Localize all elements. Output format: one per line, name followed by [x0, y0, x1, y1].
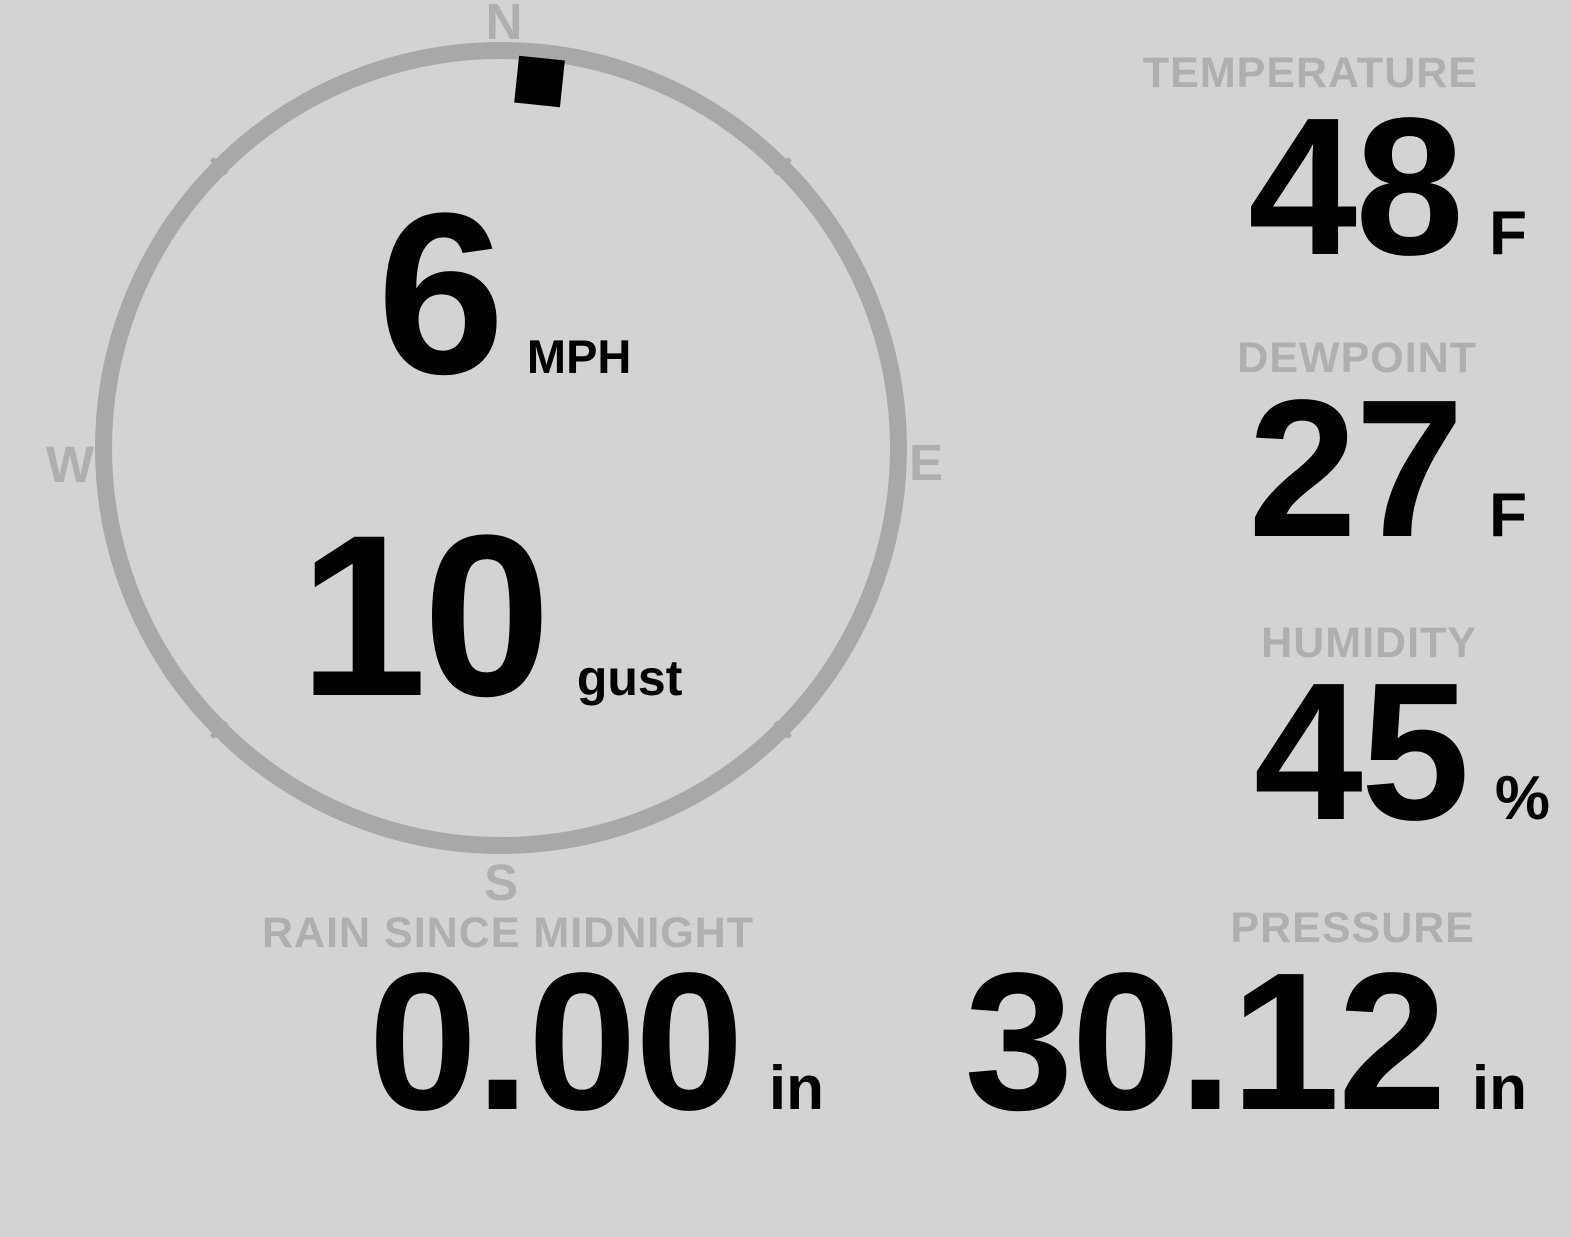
wind-gust-unit: gust [576, 650, 683, 706]
tick-sw [210, 720, 229, 739]
rain-label: RAIN SINCE MIDNIGHT [262, 909, 754, 957]
wind-speed-readout: 6 MPH [377, 179, 631, 409]
pressure-value: 30.12 [964, 932, 1446, 1151]
wind-gust-value: 10 [299, 487, 551, 744]
humidity-label: HUMIDITY [1261, 619, 1477, 667]
tick-se [773, 720, 792, 739]
rain-unit: in [768, 1054, 824, 1123]
compass-intercardinal-ticks [210, 157, 792, 739]
compass-label-south: S [483, 854, 519, 911]
dewpoint-readout: 27 F [1248, 371, 1527, 567]
temperature-value: 48 [1248, 77, 1464, 296]
compass-label-east: E [908, 434, 944, 491]
compass-label-north: N [485, 0, 523, 50]
temperature-label: TEMPERATURE [1142, 49, 1478, 97]
pressure-unit: in [1471, 1054, 1527, 1123]
tick-nw [210, 157, 229, 176]
temperature-readout: 48 F [1248, 89, 1527, 285]
wind-direction-marker-square [514, 55, 565, 108]
pressure-readout: 30.12 in [964, 944, 1527, 1140]
compass-ring [95, 42, 907, 854]
compass-label-west: W [45, 436, 95, 493]
wind-speed-value: 6 [377, 165, 505, 422]
humidity-unit: % [1494, 764, 1550, 833]
dewpoint-unit: F [1489, 481, 1527, 550]
wind-gust-readout: 10 gust [299, 501, 682, 731]
dewpoint-value: 27 [1248, 359, 1464, 578]
tick-ne [773, 157, 792, 176]
temperature-unit: F [1489, 199, 1527, 268]
humidity-value: 45 [1253, 642, 1470, 861]
rain-value: 0.00 [368, 932, 743, 1151]
humidity-readout: 45 % [1254, 654, 1550, 850]
wind-speed-unit: MPH [526, 330, 632, 383]
rain-readout: 0.00 in [368, 944, 824, 1140]
pressure-label: PRESSURE [1230, 904, 1475, 952]
dewpoint-label: DEWPOINT [1237, 334, 1477, 382]
wind-direction-marker [514, 55, 565, 108]
